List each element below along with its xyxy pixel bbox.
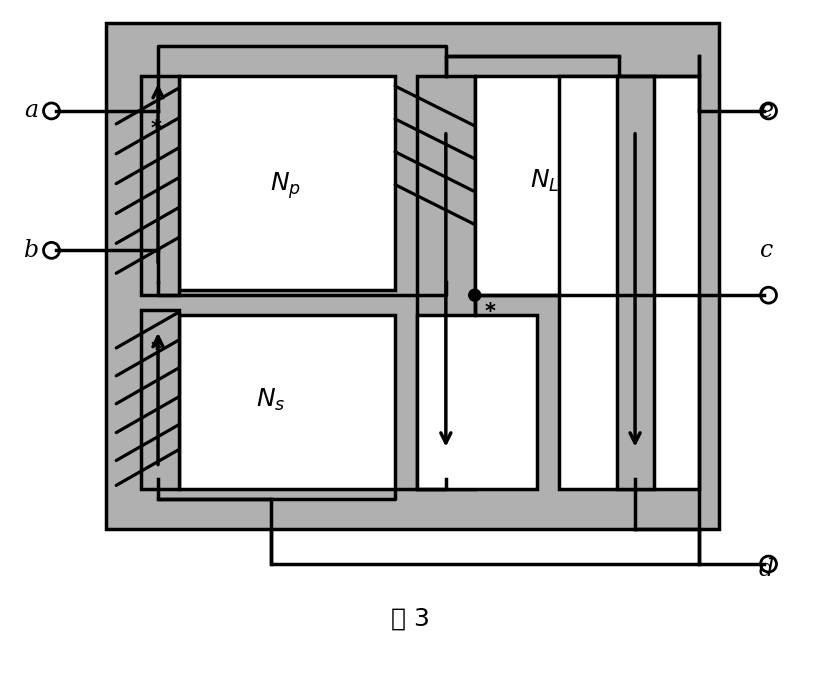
Bar xyxy=(417,76,474,489)
Text: a: a xyxy=(25,100,38,123)
Text: *: * xyxy=(151,340,161,360)
Text: b: b xyxy=(24,239,39,262)
Bar xyxy=(617,76,654,489)
Text: *: * xyxy=(483,302,495,322)
Bar xyxy=(179,76,395,290)
Text: *: * xyxy=(151,119,161,139)
Text: 图 3: 图 3 xyxy=(390,607,429,631)
Bar xyxy=(141,76,179,295)
Bar xyxy=(417,315,536,489)
Text: $N_s$: $N_s$ xyxy=(256,387,285,413)
Text: $N_p$: $N_p$ xyxy=(269,171,301,201)
Bar xyxy=(106,24,717,529)
Text: c: c xyxy=(759,239,772,262)
Text: $N_L$: $N_L$ xyxy=(529,168,559,193)
Text: e: e xyxy=(758,100,772,123)
Bar xyxy=(179,315,395,489)
Circle shape xyxy=(468,289,480,301)
Bar xyxy=(474,76,618,295)
Bar xyxy=(141,310,179,489)
Text: d: d xyxy=(758,557,773,580)
Bar xyxy=(559,76,698,489)
